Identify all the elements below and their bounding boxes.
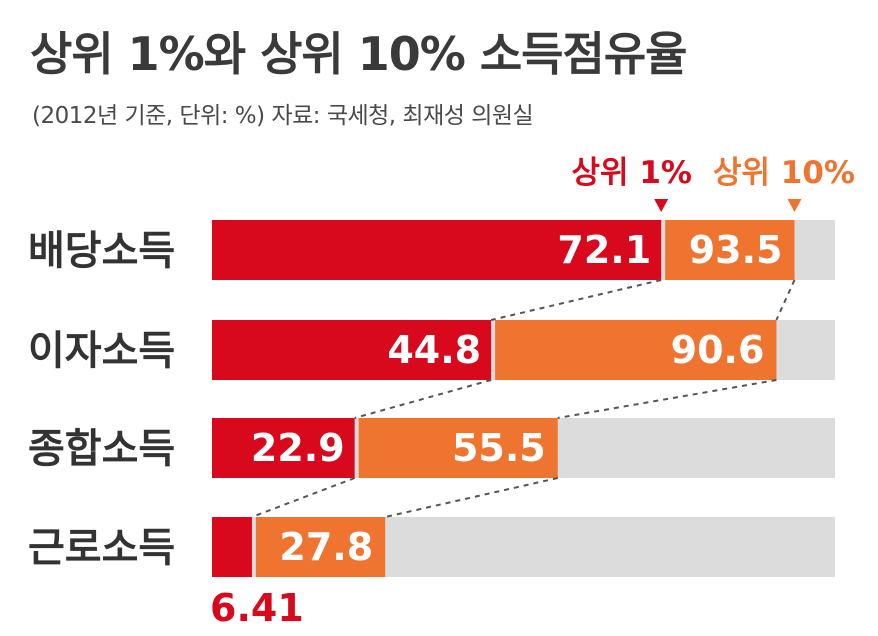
connector-top10-2 xyxy=(384,477,558,518)
bar-top10-1 xyxy=(495,320,777,380)
chart-title: 상위 1%와 상위 10% 소득점유율 xyxy=(30,27,687,81)
category-label-0: 배당소득 xyxy=(28,228,175,274)
value-label-top10-1: 90.6 xyxy=(671,328,765,372)
legend-top1-arrow-icon xyxy=(654,199,669,212)
legend-top10-arrow-icon xyxy=(787,199,802,212)
bar-top1-2 xyxy=(212,418,355,478)
value-label-top10-2: 55.5 xyxy=(452,426,546,470)
value-label-top1-1: 44.8 xyxy=(387,328,481,372)
legend-top10: 상위 10% xyxy=(713,155,855,191)
chart-subtitle: (2012년 기준, 단위: %) 자료: 국세청, 최재성 의원실 xyxy=(32,103,534,129)
bar-top1-3 xyxy=(212,517,252,577)
value-label-top1-0: 72.1 xyxy=(557,228,651,272)
connector-top1-2 xyxy=(251,477,356,518)
connector-top1-0 xyxy=(490,279,662,321)
category-label-1: 이자소득 xyxy=(28,328,175,374)
value-label-top10-3: 27.8 xyxy=(279,525,373,569)
legend-top1: 상위 1% xyxy=(572,155,692,191)
bar-top1-1 xyxy=(212,320,492,380)
category-label-2: 종합소득 xyxy=(28,426,175,472)
connector-top10-1 xyxy=(557,379,777,419)
value-label-top10-0: 93.5 xyxy=(689,228,783,272)
bar-top10-0 xyxy=(665,220,795,280)
value-label-top1-3: 6.41 xyxy=(210,586,304,630)
category-label-3: 근로소득 xyxy=(28,525,175,571)
connector-top1-1 xyxy=(354,379,492,419)
value-label-top1-2: 22.9 xyxy=(251,426,345,470)
bar-top10-3 xyxy=(255,517,386,577)
bar-top10-2 xyxy=(358,418,558,478)
bar-top1-0 xyxy=(212,220,662,280)
connector-top10-0 xyxy=(775,279,796,321)
